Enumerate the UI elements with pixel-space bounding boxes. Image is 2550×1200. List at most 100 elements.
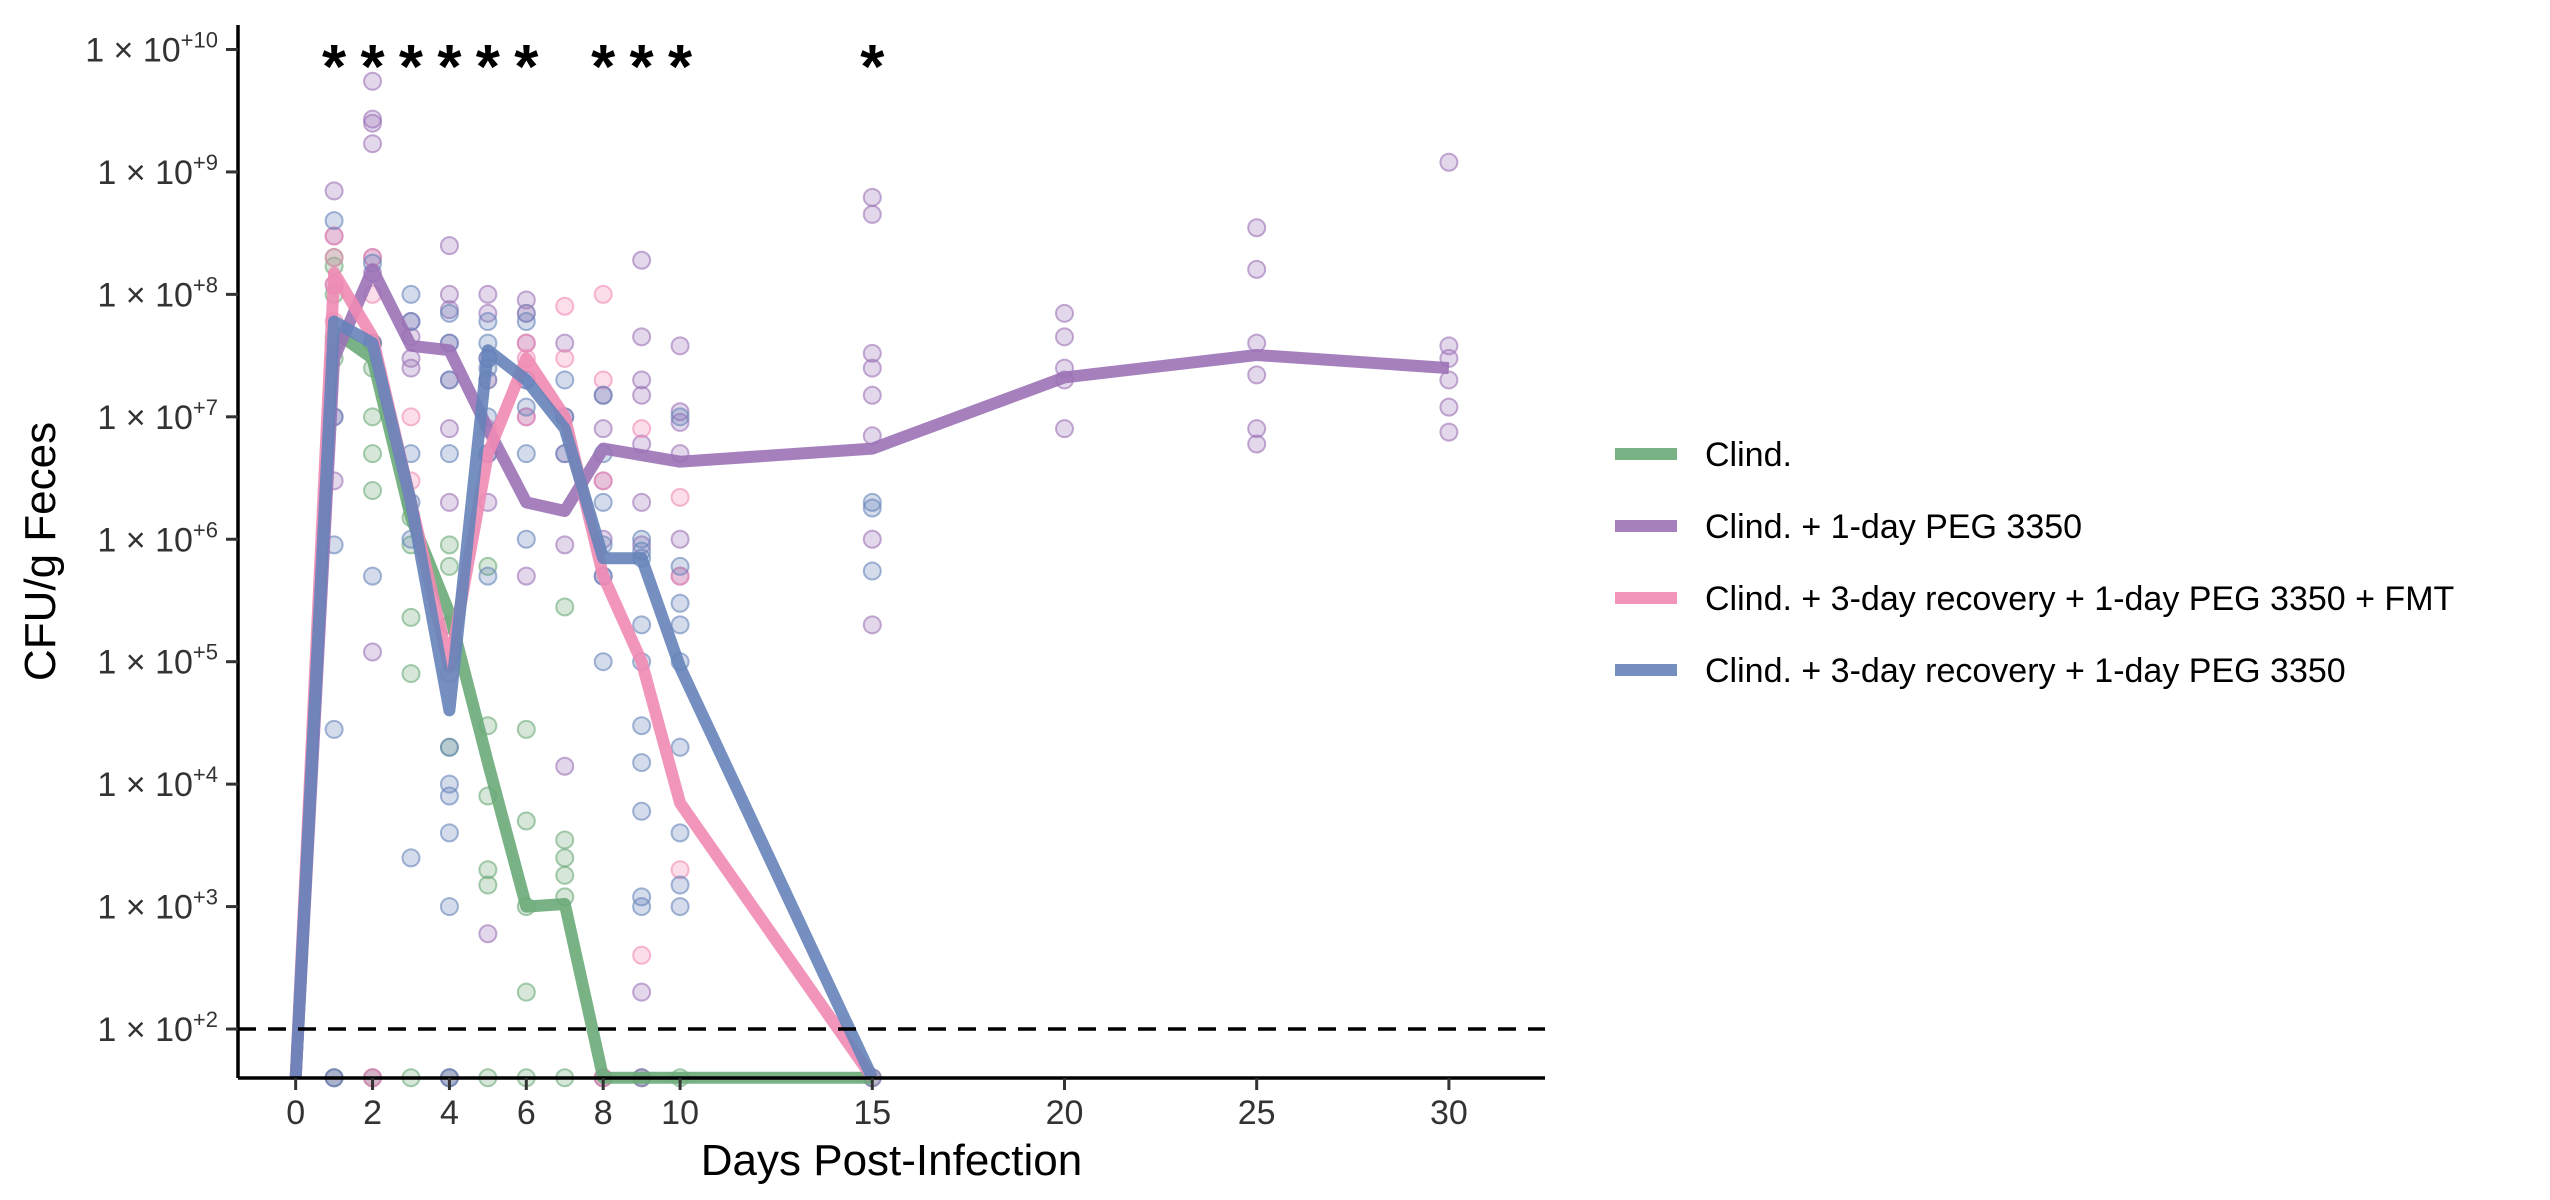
data-point [478,924,498,944]
data-point [324,226,344,246]
data-point [862,385,882,405]
legend-label: Clind. + 3-day recovery + 1-day PEG 3350… [1705,580,2454,618]
data-point [670,487,690,507]
data-point [670,336,690,356]
data-point [401,284,421,304]
data-point [516,719,536,739]
significance-star: * [860,33,885,102]
data-point [670,615,690,635]
data-point [632,615,652,635]
data-point [363,642,383,662]
data-point [555,865,575,885]
data-point [862,529,882,549]
legend-label: Clind. + 1-day PEG 3350 [1705,508,2082,546]
data-point [632,385,652,405]
data-point [670,529,690,549]
data-point [670,556,690,576]
series-line [289,263,1450,1079]
data-point [363,444,383,464]
data-point [478,566,498,586]
y-tick-label: 1 × 10+2 [97,1007,218,1049]
data-point [401,848,421,868]
data-point [593,385,613,405]
data-point [439,897,459,917]
data-point [555,348,575,368]
axes [236,25,1545,1080]
data-point [862,204,882,224]
significance-markers: * * * * * * * * * * [322,33,885,102]
data-point [670,407,690,427]
y-tick-label: 1 × 10+10 [85,27,218,69]
data-point [632,419,652,439]
data-point [670,897,690,917]
x-axis-title: Days Post-Infection [701,1136,1083,1185]
data-point [516,397,536,417]
data-point [1439,370,1459,390]
data-point [439,444,459,464]
data-point [670,823,690,843]
data-point [439,737,459,757]
y-tick-label: 1 × 10+8 [97,272,218,314]
data-point [478,860,498,880]
significance-star: * [360,33,385,102]
data-point [555,597,575,617]
data-point [516,407,536,427]
data-point [555,333,575,353]
data-point [439,535,459,555]
y-axis-title: CFU/g Feces [16,422,65,681]
data-point [670,593,690,613]
data-point [555,848,575,868]
legend-label: Clind. + 3-day recovery + 1-day PEG 3350 [1705,652,2346,690]
x-tick-label: 0 [286,1094,305,1132]
x-tick-label: 20 [1046,1094,1084,1132]
axis-ticks: 0 2 4 6 8 10 15 20 25 30 1 × 10+2 1 × 10+3 1 × 10+4 1… [85,27,1468,1132]
data-point [516,811,536,831]
legend-label: Clind. [1705,436,1792,474]
data-point [555,370,575,390]
data-point [439,786,459,806]
data-point [1247,259,1267,279]
data-point [862,358,882,378]
data-point [516,444,536,464]
data-point [632,492,652,512]
data-point [593,419,613,439]
data-point [632,327,652,347]
data-point [1247,218,1267,238]
data-point [324,211,344,231]
data-point [439,236,459,256]
data-point [324,719,344,739]
data-point [632,897,652,917]
data-point [862,498,882,518]
legend: Clind. Clind. + 1-day PEG 3350 Clind. + 3-… [1615,436,2454,690]
data-point [401,358,421,378]
series-line [289,315,878,1081]
data-point [862,492,882,512]
significance-star: * [668,33,693,102]
data-point [670,737,690,757]
data-point [439,419,459,439]
data-point [632,716,652,736]
data-point [478,556,498,576]
significance-star: * [630,33,655,102]
data-point [593,471,613,491]
median-lines [289,263,1450,1084]
data-point [363,113,383,133]
data-point [1439,422,1459,442]
data-point [670,860,690,880]
data-point [1054,419,1074,439]
y-tick-label: 1 × 10+3 [97,885,218,927]
data-point [593,652,613,672]
y-tick-label: 1 × 10+4 [97,762,218,804]
data-point [862,615,882,635]
x-tick-label: 6 [517,1094,536,1132]
x-tick-label: 2 [363,1094,382,1132]
significance-star: * [514,33,539,102]
x-tick-label: 10 [661,1094,699,1132]
data-point [1054,327,1074,347]
data-point [632,753,652,773]
data-point [670,566,690,586]
x-tick-label: 25 [1238,1094,1276,1132]
significance-star: * [437,33,462,102]
data-point [632,887,652,907]
